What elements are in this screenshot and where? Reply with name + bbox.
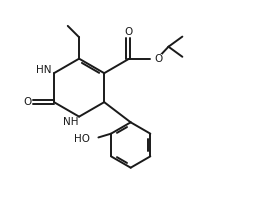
Text: O: O [154, 54, 162, 64]
Text: O: O [124, 27, 132, 37]
Text: O: O [23, 97, 31, 107]
Text: HN: HN [36, 65, 51, 75]
Text: HO: HO [74, 134, 90, 144]
Text: NH: NH [62, 117, 78, 127]
